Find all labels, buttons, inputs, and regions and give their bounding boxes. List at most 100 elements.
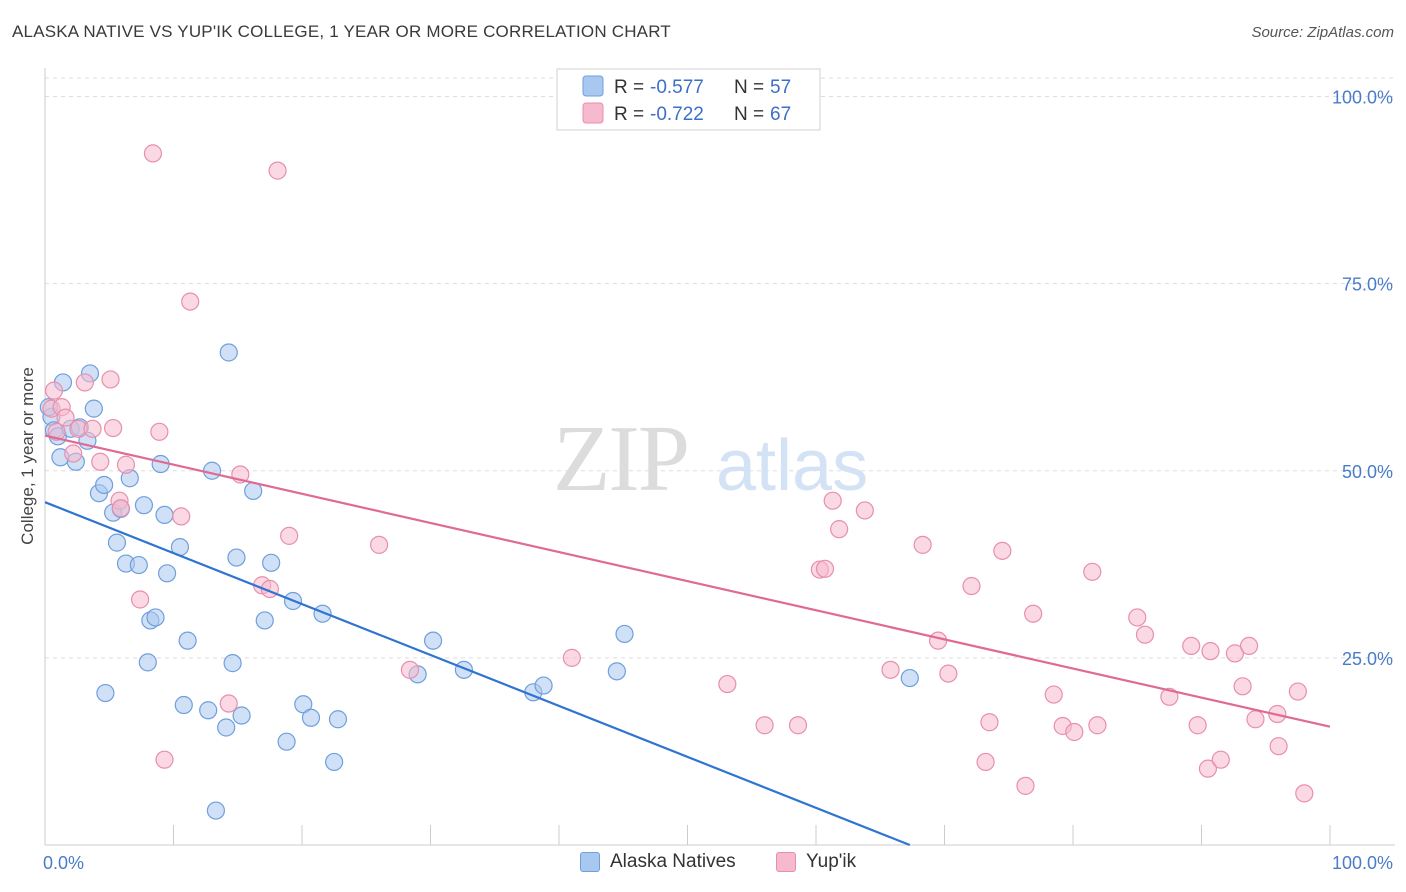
- point-yupik-27: [370, 535, 389, 554]
- point-alaska-natives-10: [84, 399, 103, 418]
- point-yupik-15: [130, 590, 150, 609]
- point-alaska-natives-41: [277, 732, 296, 751]
- point-alaska-natives-35: [223, 654, 242, 673]
- point-yupik-63: [1239, 636, 1259, 655]
- chart-source: Source: ZipAtlas.com: [1251, 24, 1394, 41]
- point-yupik-46: [1016, 776, 1035, 795]
- point-yupik-5: [64, 444, 83, 463]
- point-alaska-natives-23: [146, 608, 165, 627]
- point-alaska-natives-54: [615, 624, 634, 644]
- point-yupik-8: [83, 419, 102, 438]
- x-tick-labels: 0.0% 100.0%: [43, 853, 1393, 873]
- point-yupik-16: [143, 144, 163, 163]
- point-yupik-67: [1295, 784, 1314, 803]
- point-yupik-29: [562, 648, 581, 667]
- point-alaska-natives-46: [325, 752, 344, 772]
- trend-line-yupik: [44, 434, 1331, 728]
- point-yupik-25: [268, 161, 287, 180]
- watermark-zip: ZIP: [553, 407, 688, 511]
- point-alaska-natives-30: [199, 701, 218, 720]
- legend-r-label-2: R =: [614, 104, 644, 125]
- trend-line-alaska-natives: [44, 501, 911, 847]
- point-yupik-53: [1128, 608, 1147, 627]
- point-yupik-1: [44, 381, 64, 400]
- point-yupik-38: [881, 660, 900, 679]
- x-tick-label-0: 0.0%: [43, 853, 84, 873]
- point-yupik-45: [993, 541, 1012, 560]
- legend-label-alaska-natives: Alaska Natives: [610, 851, 736, 872]
- point-yupik-13: [111, 499, 130, 518]
- point-alaska-natives-31: [202, 461, 222, 480]
- legend-r-label-1: R =: [614, 77, 644, 98]
- point-yupik-11: [104, 418, 123, 438]
- point-alaska-natives-25: [155, 505, 174, 525]
- point-yupik-56: [1182, 636, 1201, 655]
- point-alaska-natives-19: [129, 555, 148, 575]
- legend-bottom: Alaska Natives Yup'ik: [0, 851, 1406, 879]
- point-yupik-50: [1065, 722, 1084, 742]
- point-yupik-65: [1269, 737, 1288, 756]
- point-yupik-62: [1233, 677, 1252, 696]
- point-alaska-natives-34: [219, 343, 238, 362]
- legend-n-label-1: N =: [734, 77, 764, 98]
- x-ticks: [44, 825, 1331, 845]
- grid-lines: [45, 77, 1395, 659]
- series-alaska-natives: [39, 343, 919, 820]
- point-alaska-natives-37: [232, 706, 251, 725]
- point-yupik-19: [172, 507, 191, 526]
- point-yupik-32: [788, 716, 808, 735]
- point-yupik-57: [1188, 716, 1207, 735]
- point-yupik-47: [1024, 604, 1043, 623]
- point-yupik-54: [1135, 625, 1155, 644]
- point-yupik-31: [755, 716, 774, 735]
- point-yupik-20: [181, 292, 200, 311]
- point-yupik-59: [1201, 642, 1220, 661]
- legend-item-alaska-natives: Alaska Natives: [580, 851, 736, 873]
- point-alaska-natives-21: [138, 653, 157, 672]
- x-tick-label-100: 100.0%: [1332, 853, 1393, 873]
- point-yupik-26: [280, 526, 299, 545]
- legend-n-value-2: 67: [770, 104, 791, 125]
- point-yupik-48: [1044, 685, 1063, 704]
- point-yupik-17: [150, 422, 169, 441]
- point-alaska-natives-13: [96, 683, 115, 703]
- legend-swatch-alaska-natives: [580, 852, 600, 872]
- point-yupik-4: [56, 408, 75, 427]
- point-yupik-9: [91, 452, 110, 471]
- point-alaska-natives-28: [174, 695, 193, 715]
- series-yupik: [42, 144, 1314, 803]
- point-alaska-natives-15: [107, 533, 127, 552]
- legend-r-value-1: -0.577: [650, 77, 704, 98]
- point-yupik-40: [928, 631, 948, 650]
- chart-title: ALASKA NATIVE VS YUP'IK COLLEGE, 1 YEAR …: [12, 22, 671, 41]
- point-yupik-41: [939, 664, 958, 683]
- point-yupik-34: [815, 559, 835, 578]
- point-yupik-36: [830, 520, 849, 539]
- point-yupik-55: [1160, 687, 1179, 706]
- point-alaska-natives-43: [294, 695, 313, 714]
- point-yupik-58: [1198, 759, 1218, 778]
- point-alaska-natives-29: [178, 631, 197, 650]
- point-alaska-natives-44: [301, 708, 321, 727]
- legend-n-value-1: 57: [770, 77, 791, 98]
- y-tick-label-100: 100.0%: [1332, 88, 1393, 108]
- legend-item-yupik: Yup'ik: [776, 851, 856, 873]
- point-alaska-natives-32: [206, 801, 226, 820]
- legend-label-yupik: Yup'ik: [806, 851, 857, 872]
- point-yupik-61: [1225, 644, 1245, 663]
- legend-n-label-2: N =: [734, 104, 764, 125]
- point-alaska-natives-55: [900, 668, 919, 688]
- y-tick-labels: 100.0% 75.0% 50.0% 25.0%: [1332, 88, 1393, 669]
- point-yupik-28: [400, 660, 420, 679]
- point-yupik-60: [1211, 750, 1230, 769]
- y-tick-label-75: 75.0%: [1342, 275, 1393, 295]
- point-alaska-natives-26: [157, 564, 177, 583]
- point-alaska-natives-49: [423, 631, 443, 650]
- point-yupik-64: [1246, 710, 1265, 729]
- y-tick-label-50: 50.0%: [1342, 462, 1393, 482]
- point-alaska-natives-20: [134, 496, 154, 515]
- point-yupik-66: [1288, 682, 1307, 701]
- watermark: ZIP atlas: [553, 407, 868, 511]
- point-yupik-42: [962, 576, 981, 596]
